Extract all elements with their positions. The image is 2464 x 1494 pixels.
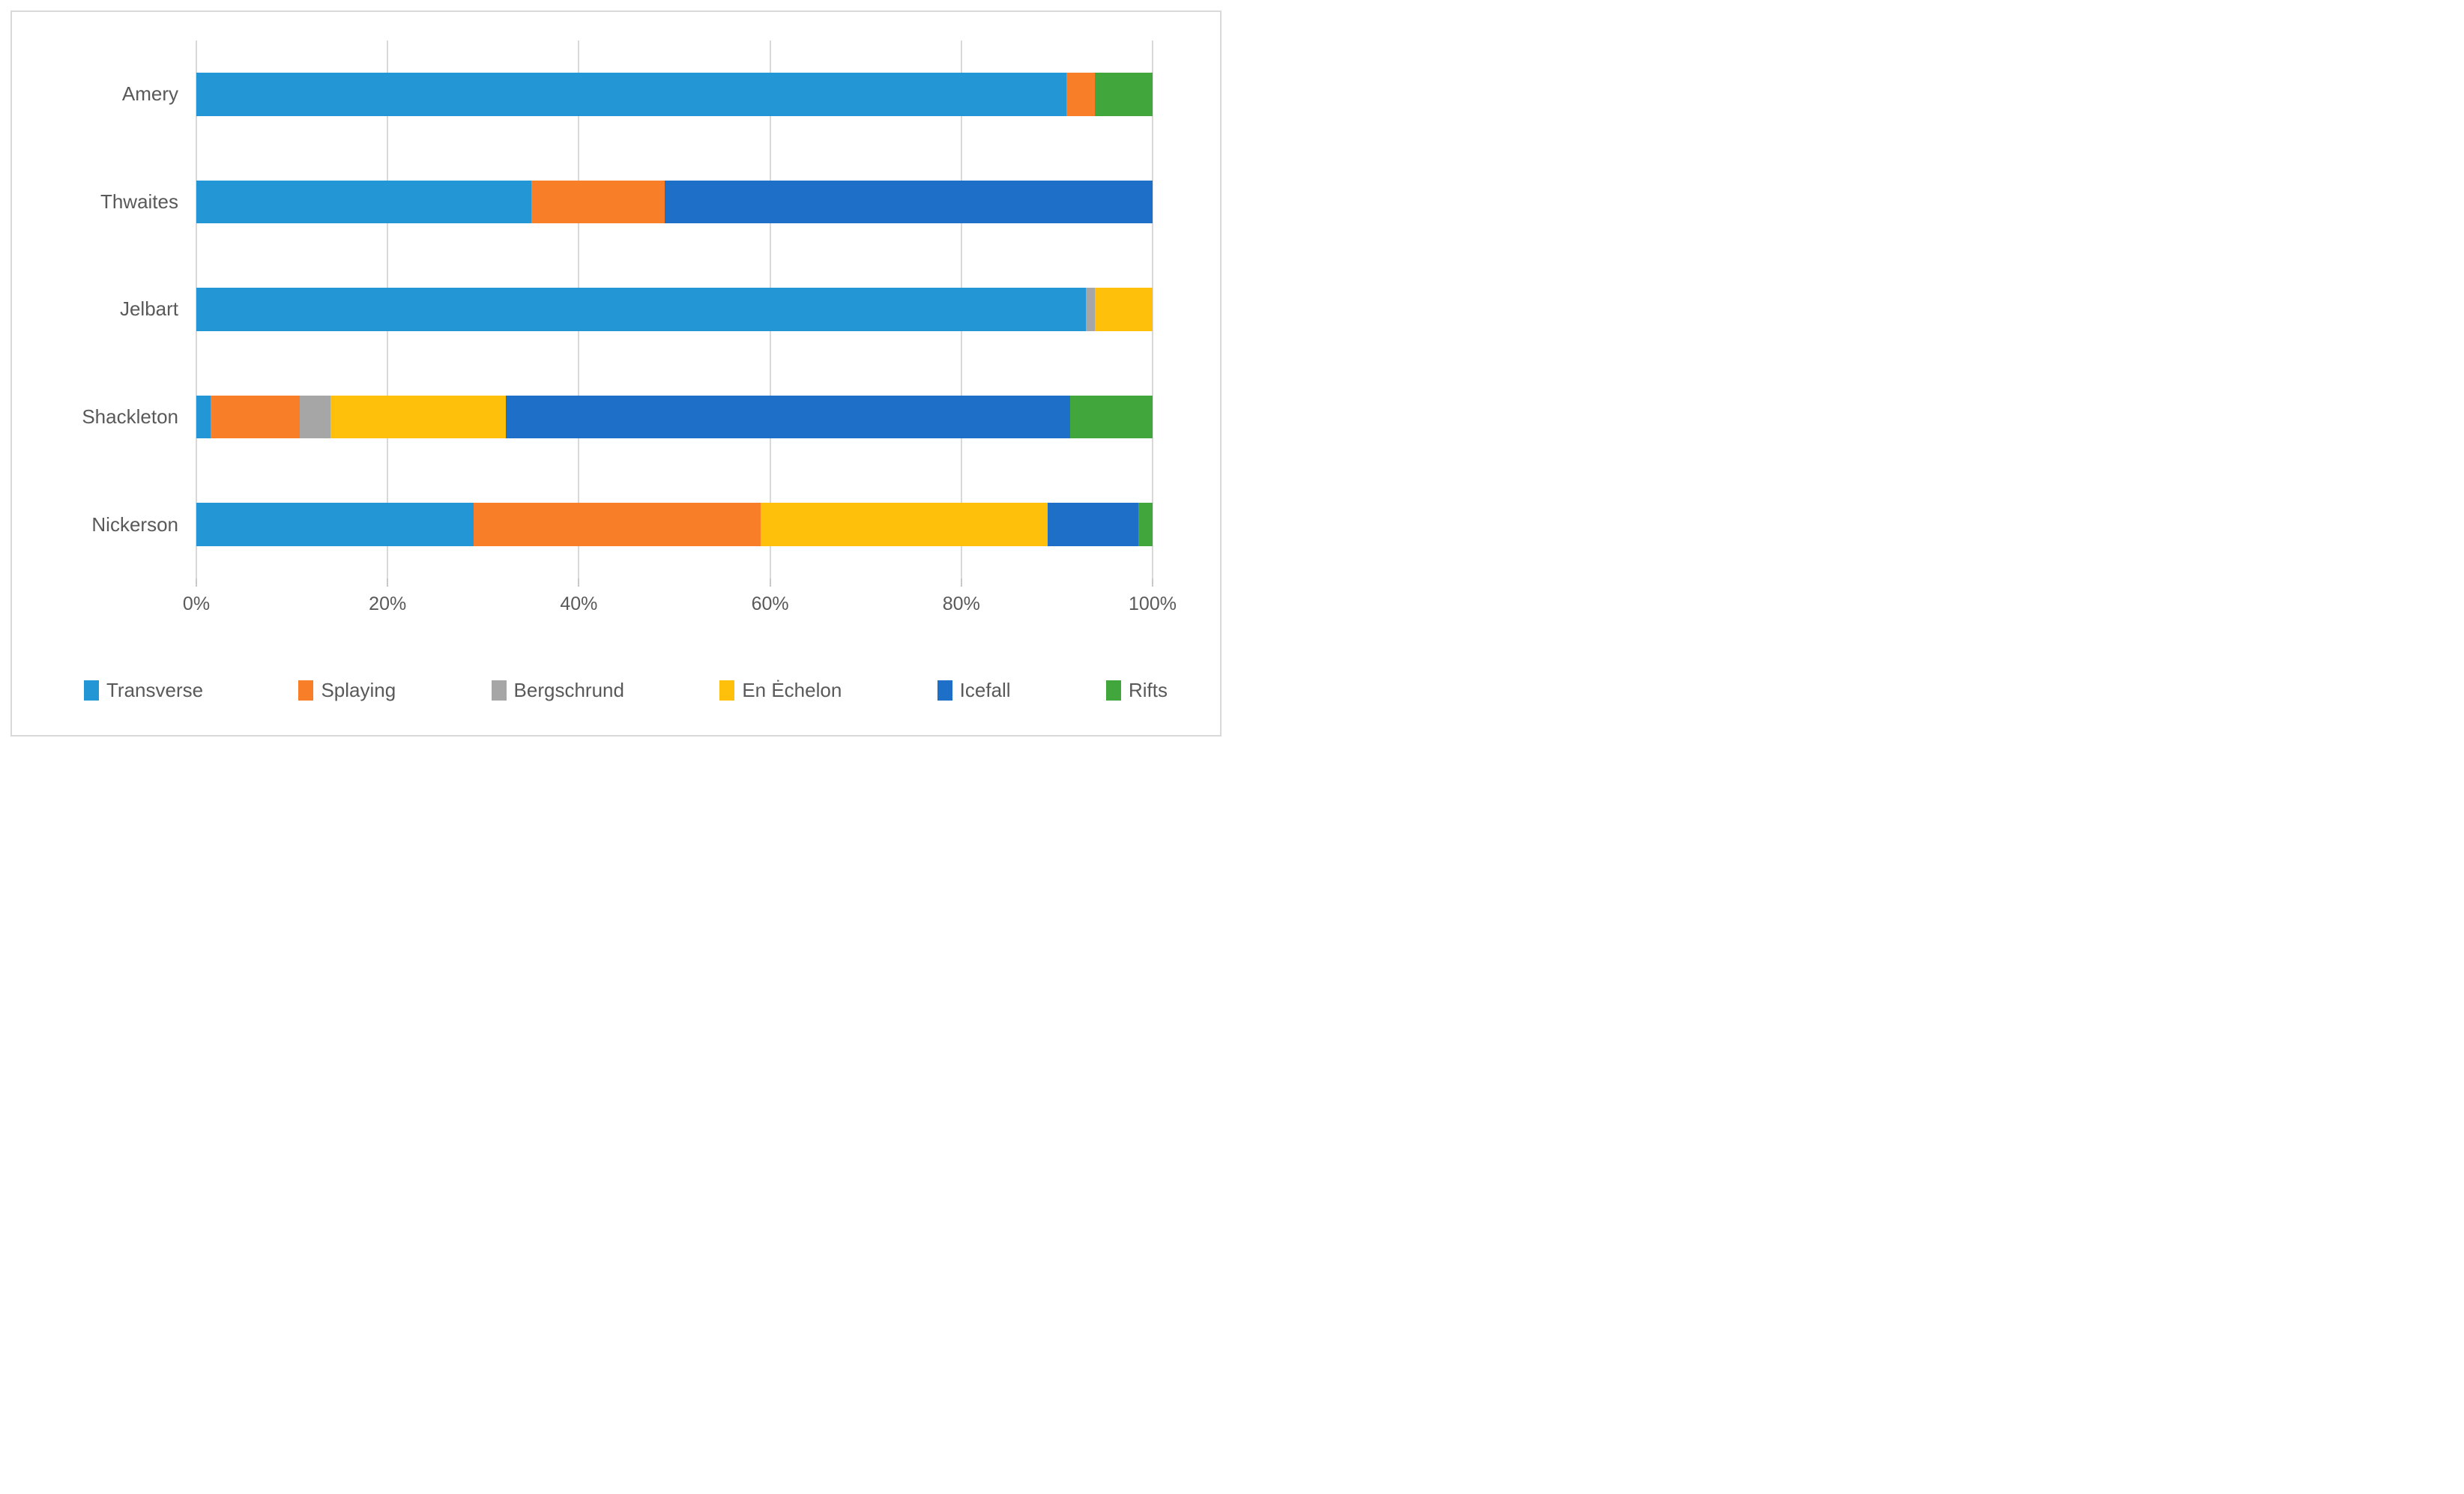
x-axis-labels: 0% 20% 40% 60% 80% 100% [183, 593, 1177, 617]
bar-segment [1047, 503, 1138, 546]
axis-tick [387, 578, 389, 587]
axis-tick [1152, 578, 1153, 587]
bar-segment [1066, 73, 1096, 116]
stacked-bar [196, 288, 1153, 331]
legend-marker-icon [491, 680, 507, 701]
bar-row [196, 255, 1153, 363]
legend-item: Rifts [1105, 679, 1168, 702]
legend-item: Splaying [298, 679, 396, 702]
category-label: Jelbart [119, 297, 178, 321]
legend-marker-icon [937, 680, 952, 701]
gridline [1152, 40, 1153, 578]
bar-segment [1070, 395, 1153, 439]
bar-rows [196, 40, 1153, 578]
legend-label: En Ėchelon [742, 679, 842, 701]
plot-area [196, 40, 1153, 578]
bar-segment [760, 503, 1048, 546]
legend-label: Splaying [321, 679, 396, 701]
axis-tick [769, 578, 771, 587]
bar-segment [1085, 288, 1096, 331]
axis-tick [960, 578, 962, 587]
bar-segment [196, 288, 1086, 331]
chart-frame: Amery Thwaites Jelbart Shackleton Nickerson … [10, 10, 1222, 737]
legend-label: Transverse [106, 679, 204, 701]
category-label: Shackleton [82, 405, 178, 429]
axis-tick-label: 100% [1129, 593, 1177, 614]
legend-marker-icon [1105, 680, 1121, 701]
bar-segment [506, 395, 1071, 439]
axis-tick-label: 40% [560, 593, 598, 614]
legend-marker-icon [298, 680, 314, 701]
bar-segment [1138, 503, 1153, 546]
category-label: Nickerson [91, 512, 178, 536]
legend-label: Rifts [1128, 679, 1168, 701]
stacked-bar [196, 73, 1153, 116]
legend-item: Bergschrund [491, 679, 624, 702]
bar-row [196, 40, 1153, 148]
axis-tick-label: 80% [942, 593, 980, 614]
x-axis-ticks [196, 578, 1153, 587]
bar-segment [211, 395, 300, 439]
bar-row [196, 363, 1153, 471]
bar-segment [299, 395, 330, 439]
axis-tick [578, 578, 580, 587]
category-label: Thwaites [100, 190, 178, 213]
axis-tick-label: 20% [369, 593, 407, 614]
legend-item: En Ėchelon [719, 679, 842, 702]
bar-segment [531, 180, 665, 224]
bar-segment [665, 180, 1153, 224]
chart-page: Amery Thwaites Jelbart Shackleton Nickerson … [0, 0, 1232, 747]
bar-row [196, 148, 1153, 256]
bar-segment [1095, 73, 1153, 116]
axis-tick-label: 60% [751, 593, 789, 614]
bar-segment [196, 180, 531, 224]
axis-tick [196, 578, 197, 587]
legend-item: Icefall [937, 679, 1011, 702]
bar-segment [330, 395, 507, 439]
legend-marker-icon [719, 680, 735, 701]
legend-item: Transverse [84, 679, 203, 702]
stacked-bar [196, 180, 1153, 224]
category-axis: Amery Thwaites Jelbart Shackleton Nickerson [12, 40, 178, 578]
legend-label: Bergschrund [513, 679, 624, 701]
legend: Transverse Splaying Bergschrund En Ėchelon I… [84, 679, 1168, 702]
stacked-bar [196, 395, 1153, 439]
bar-segment [196, 73, 1067, 116]
axis-tick-label: 0% [182, 593, 211, 614]
bar-segment [1095, 288, 1153, 331]
category-label: Amery [121, 82, 178, 106]
legend-marker-icon [84, 680, 99, 701]
bar-segment [196, 503, 474, 546]
bar-segment [474, 503, 761, 546]
bar-row [196, 471, 1153, 578]
legend-label: Icefall [959, 679, 1011, 701]
stacked-bar [196, 503, 1153, 546]
bar-segment [196, 395, 211, 439]
